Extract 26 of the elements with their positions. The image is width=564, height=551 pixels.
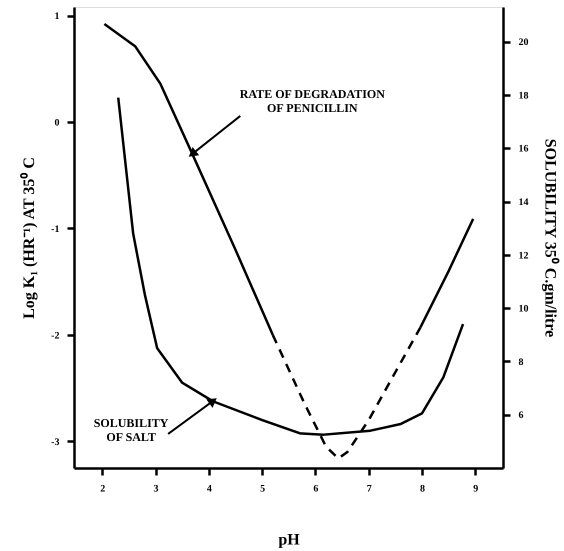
y2-tick-label: 12 <box>518 250 528 262</box>
x-tick-label: 9 <box>473 484 478 494</box>
y-tick-label: -1 <box>51 224 60 235</box>
y2-tick-label: 18 <box>518 90 528 102</box>
annotation: RATE OF DEGRADATION OF PENICILLIN <box>240 86 386 115</box>
y-axis-title: Log K₁ (HR⁻¹) AT 35⁰ C <box>20 157 38 319</box>
y2-tick-label: 14 <box>518 197 528 208</box>
y2-axis-title: SOLUBILITY 35⁰ C.gm/litre <box>542 138 560 338</box>
y-tick-label: 0 <box>54 117 60 128</box>
x-tick-label: 7 <box>366 484 372 494</box>
y2-tick-label: 6 <box>518 410 524 422</box>
y2-tick-label: 10 <box>518 304 528 315</box>
x-tick-label: 8 <box>420 484 425 494</box>
y-tick-label: 1 <box>54 11 60 22</box>
x-tick-label: 2 <box>100 484 106 494</box>
x-tick-label: 6 <box>313 484 318 494</box>
x-tick-label: 3 <box>154 484 159 494</box>
annotation: SOLUBILITY OF SALT <box>94 416 169 444</box>
y2-tick-label: 20 <box>518 37 528 48</box>
y2-tick-label: 16 <box>518 144 528 155</box>
x-tick-label: 4 <box>206 484 212 494</box>
x-tick-label: 5 <box>260 484 266 494</box>
x-axis-title: pH <box>278 532 300 548</box>
y2-tick-label: 8 <box>518 356 524 368</box>
y-tick-label: -3 <box>51 436 60 448</box>
y-tick-label: -2 <box>51 330 60 342</box>
